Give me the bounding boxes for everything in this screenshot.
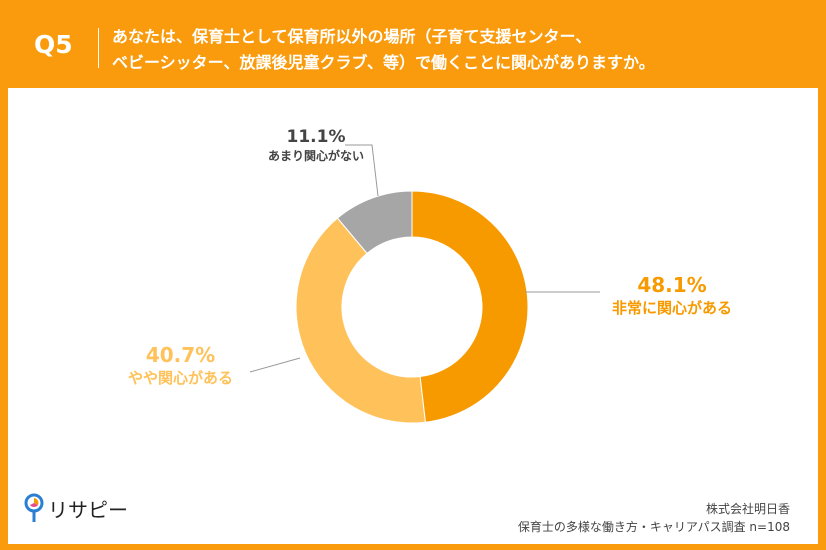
donut-slice-2 <box>295 217 427 424</box>
company: 株式会社明日香 <box>705 502 790 516</box>
label-slice-2: 40.7% やや関心がある <box>128 343 234 387</box>
logo-text: リサピー <box>48 497 128 522</box>
leader-line-gray <box>345 144 379 197</box>
leader-line-light <box>249 357 301 373</box>
logo-pin-icon <box>24 493 44 522</box>
label-slice-1: 48.1% 非常に関心がある <box>612 273 733 317</box>
title-line-1: あなたは、保育士として保育所以外の場所（子育て支援センター、 <box>112 27 592 46</box>
logo: リサピー <box>24 493 128 523</box>
source: 株式会社明日香 保育士の多様な働き方・キャリアパス調査 n=108 <box>518 500 790 536</box>
label-slice-3: 11.1% あまり関心がない <box>268 127 365 163</box>
donut-slice-1 <box>411 190 529 423</box>
title-line-2: ベビーシッター、放課後児童クラブ、等）で働くことに関心がありますか。 <box>112 53 655 72</box>
header: Q5 あなたは、保育士として保育所以外の場所（子育て支援センター、 ベビーシッタ… <box>0 0 826 88</box>
survey-name: 保育士の多様な働き方・キャリアパス調査 n=108 <box>517 520 790 534</box>
divider <box>98 28 99 68</box>
question-title: あなたは、保育士として保育所以外の場所（子育て支援センター、 ベビーシッター、放… <box>112 24 812 76</box>
question-number: Q5 <box>34 30 73 59</box>
chart-panel <box>8 88 818 544</box>
